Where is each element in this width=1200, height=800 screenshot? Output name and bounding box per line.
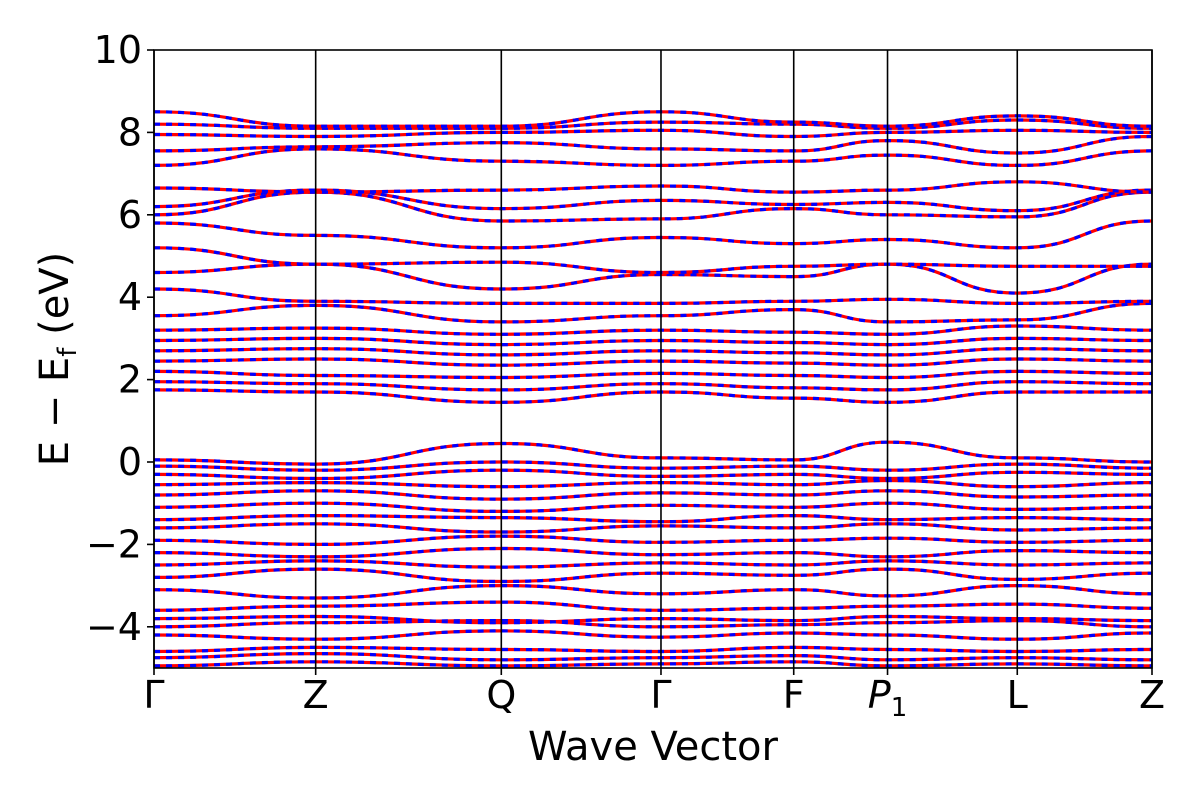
x-tick-label: Γ [650, 673, 671, 717]
band-line-dashed-18 [154, 460, 1152, 472]
band-line-dashed-9 [154, 559, 1152, 569]
y-tick-label: 6 [118, 193, 142, 237]
bands-layer [154, 110, 1152, 668]
band-line-dashed-17 [154, 468, 1152, 481]
band-line-dashed-6 [154, 600, 1152, 612]
band-line-dashed-24 [154, 347, 1152, 357]
band-line-dashed-5 [154, 614, 1152, 625]
band-line-dashed-29 [154, 262, 1152, 295]
band-line-8 [154, 567, 1152, 584]
band-line-dashed-1 [154, 651, 1152, 662]
x-tick-label: Z [303, 673, 329, 717]
x-tick-label: Γ [143, 673, 164, 717]
band-line-31 [154, 219, 1152, 250]
band-line-dashed-39 [154, 110, 1152, 128]
x-axis-ticks: Γ Z Q Γ F P1 L Z [143, 668, 1165, 723]
band-line-dashed-12 [154, 522, 1152, 534]
band-line-7 [154, 584, 1152, 600]
band-line-dashed-0 [154, 660, 1152, 668]
band-line-dashed-15 [154, 489, 1152, 501]
band-line-27 [154, 301, 1152, 324]
band-line-dashed-16 [154, 478, 1152, 489]
plot-frame [153, 49, 1153, 669]
band-line-dashed-20 [154, 388, 1152, 404]
band-line-dashed-31 [154, 219, 1152, 250]
band-line-dashed-11 [154, 534, 1152, 547]
band-line-30 [154, 246, 1152, 275]
band-line-dashed-36 [154, 134, 1152, 155]
band-line-dashed-35 [154, 147, 1152, 168]
band-line-dashed-37 [154, 128, 1152, 139]
x-tick-label: Q [486, 673, 516, 717]
band-line-dashed-22 [154, 369, 1152, 380]
band-line-dashed-7 [154, 583, 1152, 600]
band-line-19 [154, 440, 1152, 466]
x-axis-label: Wave Vector [528, 724, 779, 770]
band-line-dashed-4 [154, 618, 1152, 629]
x-tick-label: P1 [868, 673, 907, 723]
band-line-dashed-25 [154, 336, 1152, 347]
y-tick-label: 8 [118, 110, 142, 154]
band-line-dashed-2 [154, 645, 1152, 654]
y-axis-label: E − Ef (eV) [32, 252, 83, 467]
y-axis-ticks: −4 −2 0 2 4 6 8 10 [86, 28, 154, 649]
y-tick-label: 10 [94, 28, 142, 72]
band-line-29 [154, 262, 1152, 295]
band-line-dashed-13 [154, 513, 1152, 524]
band-line-dashed-3 [154, 629, 1152, 641]
band-line-dashed-23 [154, 357, 1152, 367]
band-line-dashed-38 [154, 118, 1152, 130]
y-tick-label: 4 [118, 275, 142, 319]
x-tick-label: L [1007, 673, 1028, 717]
x-tick-label: Z [1139, 673, 1165, 717]
y-tick-label: −4 [86, 605, 142, 649]
band-line-dashed-14 [154, 501, 1152, 514]
y-tick-label: 2 [118, 358, 142, 402]
band-line-dashed-33 [154, 188, 1152, 213]
band-line-dashed-28 [154, 287, 1152, 306]
band-line-dashed-19 [154, 440, 1152, 466]
y-tick-label: 0 [118, 440, 142, 484]
band-line-dashed-21 [154, 380, 1152, 392]
band-line-34 [154, 180, 1152, 194]
band-line-dashed-26 [154, 324, 1152, 336]
x-tick-label: F [783, 673, 805, 717]
y-tick-label: −2 [86, 522, 142, 566]
band-line-dashed-10 [154, 546, 1152, 559]
band-line-dashed-30 [154, 246, 1152, 275]
band-line-dashed-32 [154, 190, 1152, 223]
